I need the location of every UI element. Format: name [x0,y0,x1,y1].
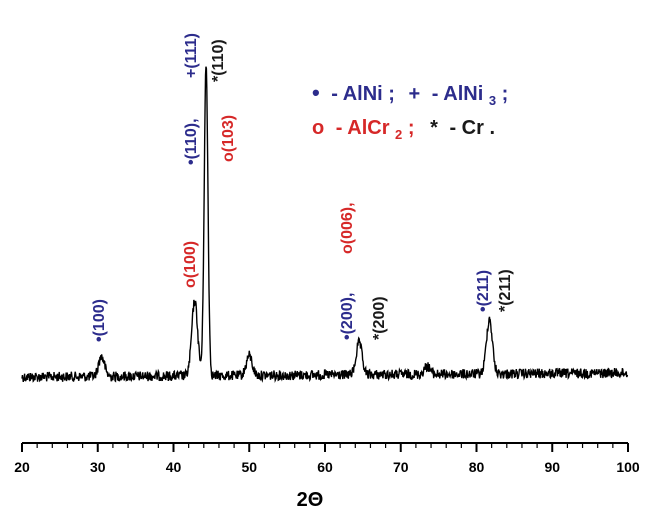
x-axis: 20 30 40 50 60 70 80 90 100 [14,442,640,475]
peak-annotation-cr: *(110) [210,39,227,82]
legend-alcr2-subscript: 2 [395,127,402,142]
xrd-trace-line [21,66,629,383]
peak-annotation-alcr2: o(103) [220,115,237,162]
x-tick-label: 70 [393,459,409,475]
peak-annotations: •(100) o(100) •(110), +(111) *(110) o(103) •(2… [91,33,514,342]
legend-alni3-symbol: + [409,83,421,105]
peak-annotation-alcr2: o(100) [182,241,199,288]
legend-line-1: • - AlNi ; + - AlNi 3 ; [312,80,508,110]
x-axis-label: 2Θ [297,489,324,511]
legend-alcr2-label: - AlCr [336,117,390,139]
peak-annotation-alni: •(100) [91,299,108,342]
x-tick-label: 40 [166,459,182,475]
x-tick-label: 80 [469,459,485,475]
x-tick-label: 100 [616,459,640,475]
legend-alni-label: - AlNi ; [331,83,395,105]
legend-alcr2-symbol: o [312,117,324,139]
peak-annotation-alni3: +(111) [183,33,200,78]
legend-alni-symbol: • [312,80,320,105]
peak-annotation-alni: •(200), [339,293,356,340]
x-tick-label: 90 [544,459,560,475]
legend-line-2: o - AlCr 2 ; * - Cr . [312,117,495,144]
x-tick-label: 60 [317,459,333,475]
legend-alni3-separator: ; [502,83,509,105]
peak-annotation-cr: *(200) [371,296,388,340]
peak-annotation-alni: •(110), [183,118,200,165]
x-tick-label: 20 [14,459,30,475]
legend: • - AlNi ; + - AlNi 3 ; o - AlCr 2 ; * -… [312,80,508,144]
peak-annotation-alcr2: o(006), [339,202,356,254]
legend-alni3-subscript: 3 [489,93,496,108]
x-tick-label: 30 [90,459,106,475]
x-tick-label: 50 [241,459,257,475]
legend-cr-symbol: * [430,117,438,139]
legend-alni3-label: - AlNi [432,83,483,105]
peak-annotation-alni: •(211) [475,270,492,312]
legend-alcr2-separator: ; [408,117,415,139]
legend-cr-label: - Cr . [449,117,495,139]
peak-annotation-cr: *(211) [497,269,514,312]
